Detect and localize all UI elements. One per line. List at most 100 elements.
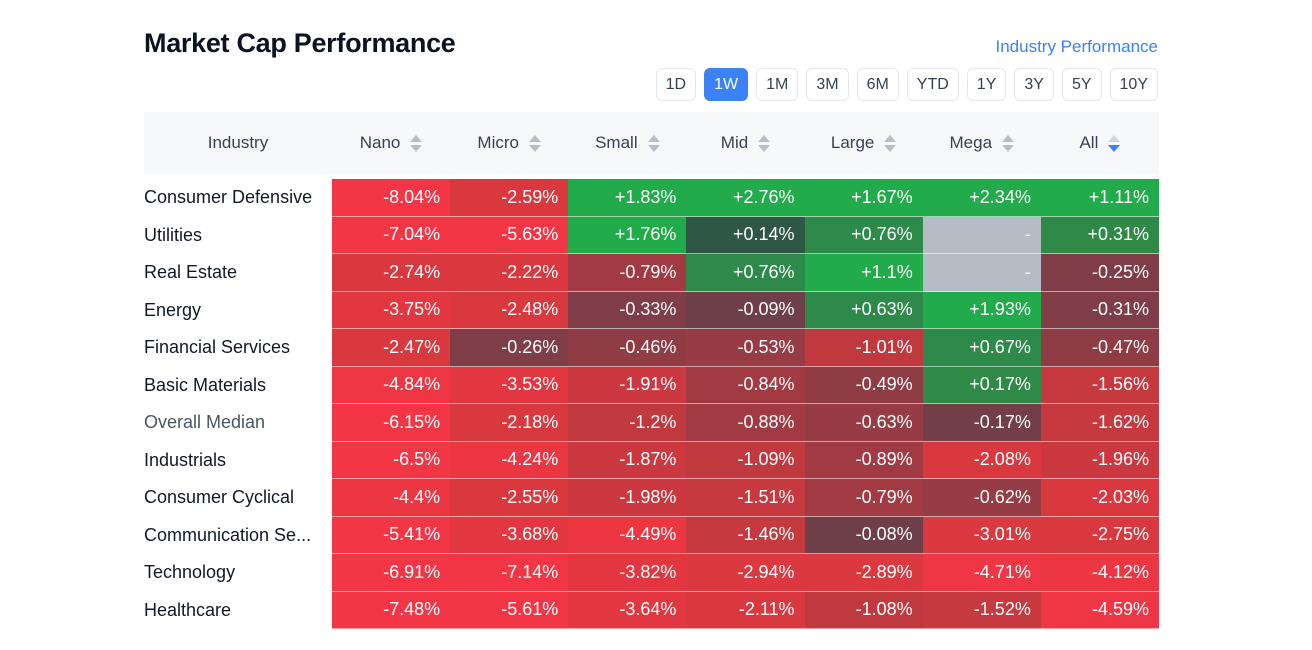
- sort-icon[interactable]: [410, 134, 423, 152]
- performance-cell: -3.75%: [332, 291, 451, 329]
- column-header-label: Micro: [477, 133, 519, 152]
- performance-cell: +1.76%: [568, 216, 687, 254]
- performance-cell: -4.49%: [568, 516, 687, 554]
- column-header-all[interactable]: All: [1041, 133, 1159, 153]
- industry-performance-link[interactable]: Industry Performance: [995, 37, 1158, 56]
- performance-cell: -1.56%: [1040, 366, 1159, 404]
- column-header-mega[interactable]: Mega: [923, 133, 1041, 153]
- performance-cell: -6.5%: [332, 441, 451, 479]
- performance-cell: -4.24%: [450, 441, 569, 479]
- performance-cell: -0.63%: [804, 404, 923, 442]
- performance-cell: +1.83%: [568, 179, 687, 217]
- range-button-1m[interactable]: 1M: [756, 68, 799, 101]
- column-header-label: Large: [830, 133, 875, 152]
- sort-icon[interactable]: [1108, 134, 1121, 152]
- row-label[interactable]: Industrials: [144, 449, 227, 470]
- table-row: Utilities -7.04% -5.63% +1.76% +0.14% +0.76% -…: [144, 216, 1159, 254]
- column-header-small[interactable]: Small: [568, 133, 686, 153]
- sort-icon[interactable]: [647, 134, 660, 152]
- range-button-5y[interactable]: 5Y: [1061, 68, 1102, 101]
- performance-cell: -3.01%: [922, 516, 1041, 554]
- performance-cell: -2.55%: [450, 479, 569, 517]
- performance-cell: +0.63%: [804, 291, 923, 329]
- range-button-1d[interactable]: 1D: [655, 68, 697, 101]
- table-row: Financial Services -2.47% -0.26% -0.46% -0.5…: [144, 329, 1159, 367]
- performance-cell: +1.1%: [804, 254, 923, 292]
- table-row: Energy -3.75% -2.48% -0.33% -0.09% +0.63% +1.9…: [144, 291, 1159, 329]
- row-label[interactable]: Consumer Cyclical: [144, 487, 295, 508]
- performance-cell: -4.4%: [332, 479, 451, 517]
- performance-cell: -2.75%: [1040, 516, 1159, 554]
- table-row: Real Estate -2.74% -2.22% -0.79% +0.76% +1.1%…: [144, 254, 1159, 292]
- row-label[interactable]: Healthcare: [144, 599, 232, 620]
- performance-cell: -2.48%: [450, 291, 569, 329]
- performance-cell: -4.71%: [922, 554, 1041, 592]
- sort-icon[interactable]: [528, 134, 541, 152]
- row-label[interactable]: Consumer Defensive: [144, 187, 313, 208]
- performance-cell: -1.62%: [1040, 404, 1159, 442]
- range-button-1y[interactable]: 1Y: [966, 68, 1007, 101]
- performance-cell: -3.82%: [568, 554, 687, 592]
- performance-cell: -2.03%: [1040, 479, 1159, 517]
- column-header-large[interactable]: Large: [805, 133, 923, 153]
- sort-icon[interactable]: [1002, 134, 1015, 152]
- performance-cell: -0.88%: [686, 404, 805, 442]
- row-label[interactable]: Basic Materials: [144, 374, 267, 395]
- performance-cell: -3.53%: [450, 366, 569, 404]
- sort-icon[interactable]: [758, 134, 771, 152]
- performance-cell: -2.59%: [450, 179, 569, 217]
- sort-icon[interactable]: [884, 134, 897, 152]
- performance-cell: -7.14%: [450, 554, 569, 592]
- performance-cell: -5.41%: [332, 516, 451, 554]
- performance-cell: -1.52%: [922, 591, 1041, 629]
- table-header: Industry Nano Micro Small Mid Large Mega All: [144, 112, 1159, 174]
- performance-cell: -1.2%: [568, 404, 687, 442]
- performance-cell: -2.74%: [332, 254, 451, 292]
- performance-cell: -3.64%: [568, 591, 687, 629]
- column-header-mid[interactable]: Mid: [686, 133, 804, 153]
- performance-cell: -1.91%: [568, 366, 687, 404]
- performance-cell: +1.11%: [1040, 179, 1159, 217]
- performance-cell: -6.15%: [332, 404, 451, 442]
- column-header-label: Industry: [207, 133, 269, 152]
- row-label[interactable]: Financial Services: [144, 337, 291, 358]
- range-button-3m[interactable]: 3M: [806, 68, 849, 101]
- performance-cell: -4.59%: [1040, 591, 1159, 629]
- row-label[interactable]: Real Estate: [144, 262, 238, 283]
- range-button-1w[interactable]: 1W: [704, 68, 749, 101]
- table-row: Communication Se... -5.41% -3.68% -4.49% -1.…: [144, 516, 1159, 554]
- table-row: Industrials -6.5% -4.24% -1.87% -1.09% -0.89%…: [144, 441, 1159, 479]
- performance-cell: -0.47%: [1040, 329, 1159, 367]
- performance-cell: -0.25%: [1040, 254, 1159, 292]
- table-row: Consumer Cyclical -4.4% -2.55% -1.98% -1.51%…: [144, 479, 1159, 517]
- row-label[interactable]: Technology: [144, 562, 236, 583]
- range-button-6m[interactable]: 6M: [856, 68, 899, 101]
- performance-cell: +2.76%: [686, 179, 805, 217]
- performance-cell: -6.91%: [332, 554, 451, 592]
- performance-cell: -1.08%: [804, 591, 923, 629]
- table-row: Overall Median -6.15% -2.18% -1.2% -0.88% -0.…: [144, 404, 1159, 442]
- table-body: Consumer Defensive -8.04% -2.59% +1.83% +2.7…: [144, 179, 1159, 629]
- column-header-industry: Industry: [144, 133, 332, 153]
- performance-table: Industry Nano Micro Small Mid Large Mega All Co…: [144, 112, 1159, 629]
- table-row: Healthcare -7.48% -5.61% -3.64% -2.11% -1.08%…: [144, 591, 1159, 629]
- column-header-label: Nano: [359, 133, 401, 152]
- performance-cell: -1.46%: [686, 516, 805, 554]
- column-header-nano[interactable]: Nano: [332, 133, 450, 153]
- performance-cell: +0.76%: [804, 216, 923, 254]
- range-button-10y[interactable]: 10Y: [1109, 68, 1158, 101]
- time-range-selector: 1D 1W 1M 3M 6M YTD 1Y 3Y 5Y 10Y: [655, 68, 1158, 101]
- performance-cell: -1.09%: [686, 441, 805, 479]
- range-button-ytd[interactable]: YTD: [906, 68, 959, 101]
- row-label[interactable]: Communication Se...: [144, 524, 312, 545]
- performance-cell: -0.08%: [804, 516, 923, 554]
- row-label[interactable]: Utilities: [144, 224, 203, 245]
- performance-cell: -2.11%: [686, 591, 805, 629]
- performance-cell: -7.48%: [332, 591, 451, 629]
- range-button-3y[interactable]: 3Y: [1014, 68, 1054, 101]
- performance-cell: +0.17%: [922, 366, 1041, 404]
- table-row: Technology -6.91% -7.14% -3.82% -2.94% -2.89%…: [144, 554, 1159, 592]
- column-header-micro[interactable]: Micro: [450, 133, 568, 153]
- performance-cell: -7.04%: [332, 216, 451, 254]
- row-label[interactable]: Energy: [144, 299, 202, 320]
